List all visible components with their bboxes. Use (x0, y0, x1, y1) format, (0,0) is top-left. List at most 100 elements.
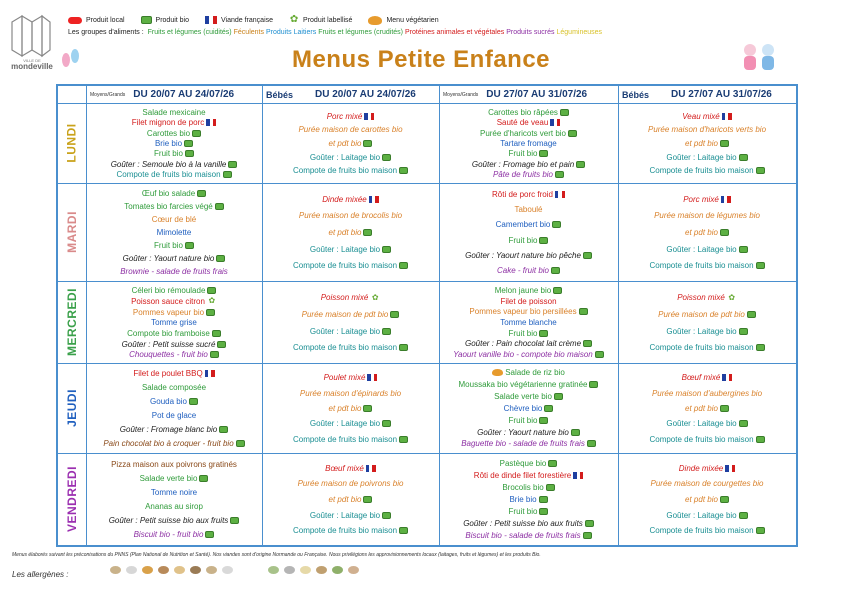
menu-item: Purée maison d'aubergines bio (652, 389, 762, 398)
menu-item: Sauté de veau (497, 118, 561, 127)
menu-item-text: Porc mixé (683, 194, 719, 204)
menu-cell: Salade de riz bio Moussaka bio végétarien… (439, 365, 618, 452)
menu-item-text: et pdt bio (328, 494, 362, 504)
bio-icon (738, 511, 748, 519)
menu-item: Filet de poisson (500, 297, 556, 306)
bio-icon (755, 167, 765, 175)
menu-item: Purée maison de légumes bio (654, 211, 760, 220)
menu-item: Compote de fruits bio maison (649, 166, 765, 175)
legend-item: Produit bio (140, 16, 189, 24)
menu-item: Pâte de fruits bio (493, 170, 565, 179)
menu-item: Pommes vapeur bio (133, 308, 216, 317)
menu-item: Salade verte bio (140, 474, 209, 483)
bio-icon (755, 527, 765, 535)
menu-item-text: Brie bio (509, 494, 537, 504)
menu-item-text: Rôti de dinde filet forestière (473, 470, 572, 480)
menu-item: Brie bio (155, 139, 194, 148)
day-name: LUNDI (65, 123, 80, 163)
column-header: Moyens/Grands DU 27/07 AU 31/07/26 (443, 86, 616, 103)
bio-icon (140, 16, 152, 24)
menu-item: Compote de fruits bio maison (292, 261, 409, 271)
menu-item: Pot de glace (152, 411, 196, 420)
menu-item-text: Compote de fruits bio maison (292, 526, 398, 536)
menu-item: Goûter : Laitage bio (309, 510, 392, 520)
menu-cell: Porc mixé Purée maison de carottes bio et … (262, 105, 439, 182)
menu-table: Moyens/Grands DU 20/07 AU 24/07/26 Bébés DU… (56, 84, 798, 547)
menu-item-text: Brownie - salade de fruits frais (120, 267, 228, 276)
bio-icon (211, 330, 221, 338)
bio-icon (188, 398, 198, 406)
menu-item-text: Compote de fruits bio maison (292, 434, 398, 444)
menu-item: Goûter : Semoule bio à la vanille (111, 160, 238, 169)
menu-item: Purée maison de brocolis bio (299, 211, 402, 220)
menu-item-text: Purée maison d'épinards bio (299, 388, 402, 398)
french-flag-icon (573, 471, 584, 479)
menu-item-text: et pdt bio (685, 403, 718, 413)
bio-icon (399, 435, 409, 443)
menu-cell: Céleri bio rémoulade Poisson sauce citron… (86, 283, 262, 362)
menu-item: Biscuit bio - salade de fruits frais (465, 531, 592, 540)
menu-item: Goûter : Petit suisse sucré (122, 340, 227, 349)
bio-icon (539, 150, 549, 158)
menu-item-text: et pdt bio (328, 227, 362, 237)
menu-item-text: Poisson mixé (320, 293, 369, 303)
bio-icon (235, 439, 245, 447)
menu-cell: Carottes bio râpées Sauté de veau Purée d'… (439, 105, 618, 182)
star-icon: ✿ (728, 292, 736, 302)
menu-item: Rôti de dinde filet forestière (473, 470, 584, 480)
menu-item-text: Salade mexicaine (142, 107, 206, 117)
menu-cell: Rôti de porc froid Taboulé Camembert bio Fr… (439, 185, 618, 280)
menu-item: Tartare fromage (500, 139, 556, 148)
menu-item-text: Goûter : Laitage bio (666, 510, 737, 520)
column-header: Bébés DU 27/07 AU 31/07/26 (622, 86, 794, 103)
menu-item: Goûter : Laitage bio (310, 419, 392, 428)
allergens-label: Les allergènes : (12, 570, 69, 579)
column-audience: Moyens/Grands (443, 91, 479, 98)
bio-icon (222, 171, 232, 179)
menu-item-text: Purée maison de courgettes bio (650, 479, 764, 489)
menu-item-text: Céleri bio rémoulade (131, 285, 206, 295)
menu-item: Poisson sauce citron ✿ (131, 296, 217, 306)
menu-item-text: Purée maison de poivrons bio (297, 479, 404, 489)
menu-item-text: Ananas au sirop (145, 502, 203, 512)
menu-item-text: Bœuf mixé (325, 463, 364, 473)
menu-item: Purée maison de carottes bio (298, 125, 402, 134)
menu-item: Dinde mixée (322, 195, 379, 204)
logo-city-name: mondeville (11, 62, 53, 71)
baby-feet-icon (60, 42, 82, 72)
menu-item: Compote de fruits bio maison (116, 170, 232, 179)
menu-item: Moussaka bio végétarienne gratinée (459, 380, 599, 389)
menu-item: Mimolette (157, 228, 192, 237)
menu-item: Carottes bio (147, 129, 202, 138)
menu-item-text: Goûter : Fromage blanc bio (119, 424, 218, 434)
menu-item-text: Goûter : Laitage bio (309, 510, 381, 520)
star-icon: ✿ (208, 296, 216, 306)
menu-item-text: Pommes vapeur bio persillées (469, 307, 577, 317)
row-divider (58, 363, 796, 364)
french-flag-icon (550, 119, 561, 127)
menu-item-text: Compote de fruits bio maison (292, 343, 398, 353)
menu-item: Goûter : Laitage bio (310, 327, 392, 336)
menu-item: Compote de fruits bio maison (649, 343, 765, 352)
menu-item-text: Purée maison d'haricots verts bio (647, 125, 767, 135)
menu-item: Purée maison de pdt bio (302, 310, 400, 319)
menu-item: Compote bio framboise (127, 329, 221, 338)
menu-item-text: Fruit bio (508, 415, 538, 425)
bio-icon (184, 139, 194, 147)
menu-item: Goûter : Laitage bio (666, 510, 748, 520)
column-header: Moyens/Grands DU 20/07 AU 24/07/26 (90, 86, 260, 103)
menu-item-text: Goûter : Laitage bio (309, 152, 381, 162)
column-divider (618, 86, 619, 545)
menu-item-text: Pot de glace (151, 410, 197, 420)
menu-item: Pastèque bio (500, 459, 558, 468)
menu-item: Goûter : Laitage bio (666, 419, 748, 428)
menu-item-text: Salade composée (141, 383, 207, 393)
menu-item-text: et pdt bio (685, 494, 718, 504)
menu-item: Porc mixé (327, 112, 375, 121)
bio-icon (205, 531, 215, 539)
menu-item-text: Goûter : Petit suisse sucré (121, 339, 216, 349)
menu-item-text: Goûter : Yaourt nature bio pêche (465, 250, 581, 260)
menu-item-text: Fruit bio (508, 328, 538, 338)
menu-item-text: Tomme blanche (500, 317, 557, 327)
menu-item-text: Compote de fruits bio maison (292, 261, 398, 271)
